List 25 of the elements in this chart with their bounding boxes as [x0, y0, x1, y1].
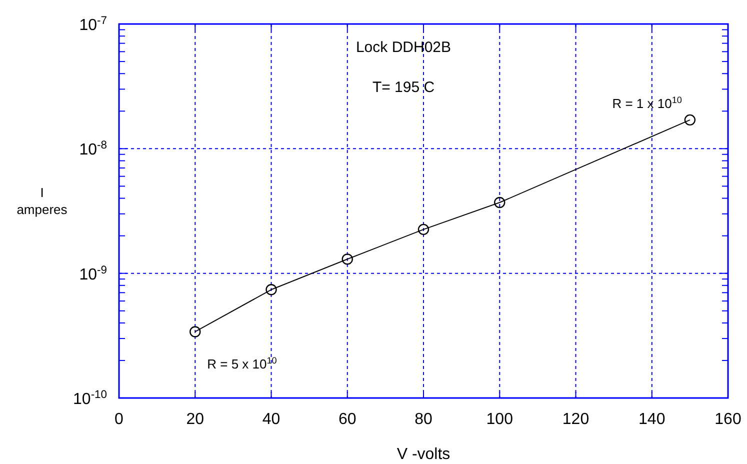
- x-tick-label: 140: [638, 411, 666, 428]
- x-tick-label: 80: [414, 411, 432, 428]
- annotation: R = 5 x 10$^{10}$: [207, 356, 277, 372]
- y-tick-label: 10$^{-7}$: [79, 15, 107, 34]
- text: Lock DDH02B: [356, 39, 452, 56]
- point: [418, 224, 430, 236]
- point: [494, 196, 506, 208]
- y-tick-label: 10$^{-9}$: [79, 264, 107, 284]
- point: [190, 326, 201, 338]
- x-tick-label: 100: [486, 411, 514, 428]
- y-axis-title: I amperes: [16, 185, 68, 217]
- x-tick-label: 60: [338, 411, 356, 428]
- text: T= 195 C: [372, 79, 435, 96]
- y-tick-label: 10$^{-10}$: [73, 389, 107, 408]
- point: [266, 284, 277, 296]
- x-tick-label: 0: [114, 411, 124, 428]
- x-tick-label: 20: [186, 411, 204, 428]
- y-tick-label: 10$^{-8}$: [79, 140, 107, 159]
- x-tick-label: 120: [562, 411, 590, 428]
- point: [342, 254, 353, 265]
- annotation: R = 1 x 10$^{10}$: [612, 94, 682, 111]
- point: [684, 114, 696, 126]
- x-tick-label: 40: [262, 411, 280, 428]
- x-axis-title: V -volts: [396, 446, 450, 463]
- x-tick-label: 160: [714, 411, 742, 428]
